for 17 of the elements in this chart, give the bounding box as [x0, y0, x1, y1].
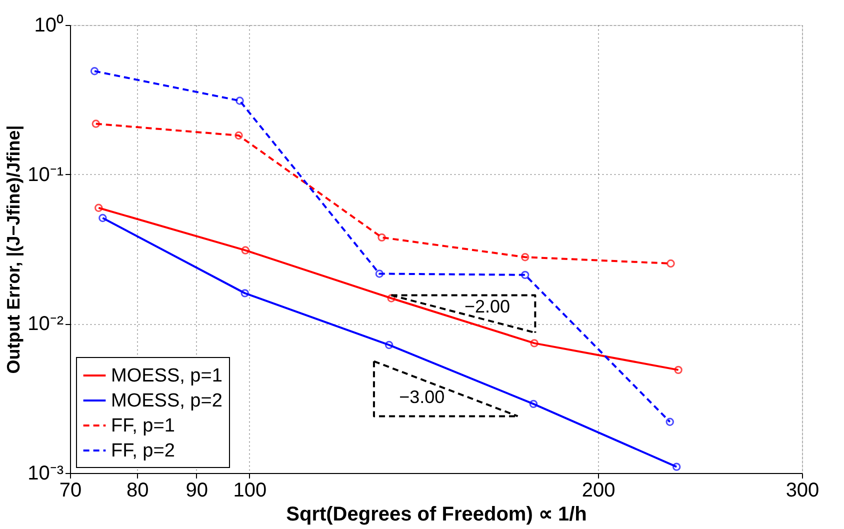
x-tick-label: 100 [233, 480, 267, 502]
x-tick-label: 300 [786, 480, 820, 502]
x-axis-title: Sqrt(Degrees of Freedom) ∝ 1/h [286, 504, 587, 526]
legend-label: FF, p=1 [111, 416, 175, 436]
x-tick-label: 200 [582, 480, 616, 502]
y-axis-title: Output Error, |(J−Jfine)/Jfine| [4, 125, 24, 374]
y-tick-label: 10⁻¹ [28, 164, 64, 186]
x-tick-label: 80 [126, 480, 149, 502]
y-tick-label: 10⁰ [34, 14, 64, 36]
annotation: −2.00 [464, 296, 510, 317]
x-tick-label: 90 [186, 480, 208, 502]
y-tick-label: 10⁻² [28, 313, 64, 336]
x-tick-label: 70 [59, 480, 82, 502]
legend-label: MOESS, p=2 [111, 390, 222, 412]
legend-label: MOESS, p=1 [111, 366, 222, 386]
annotation: −3.00 [399, 386, 445, 407]
legend-label: FF, p=2 [111, 440, 175, 462]
